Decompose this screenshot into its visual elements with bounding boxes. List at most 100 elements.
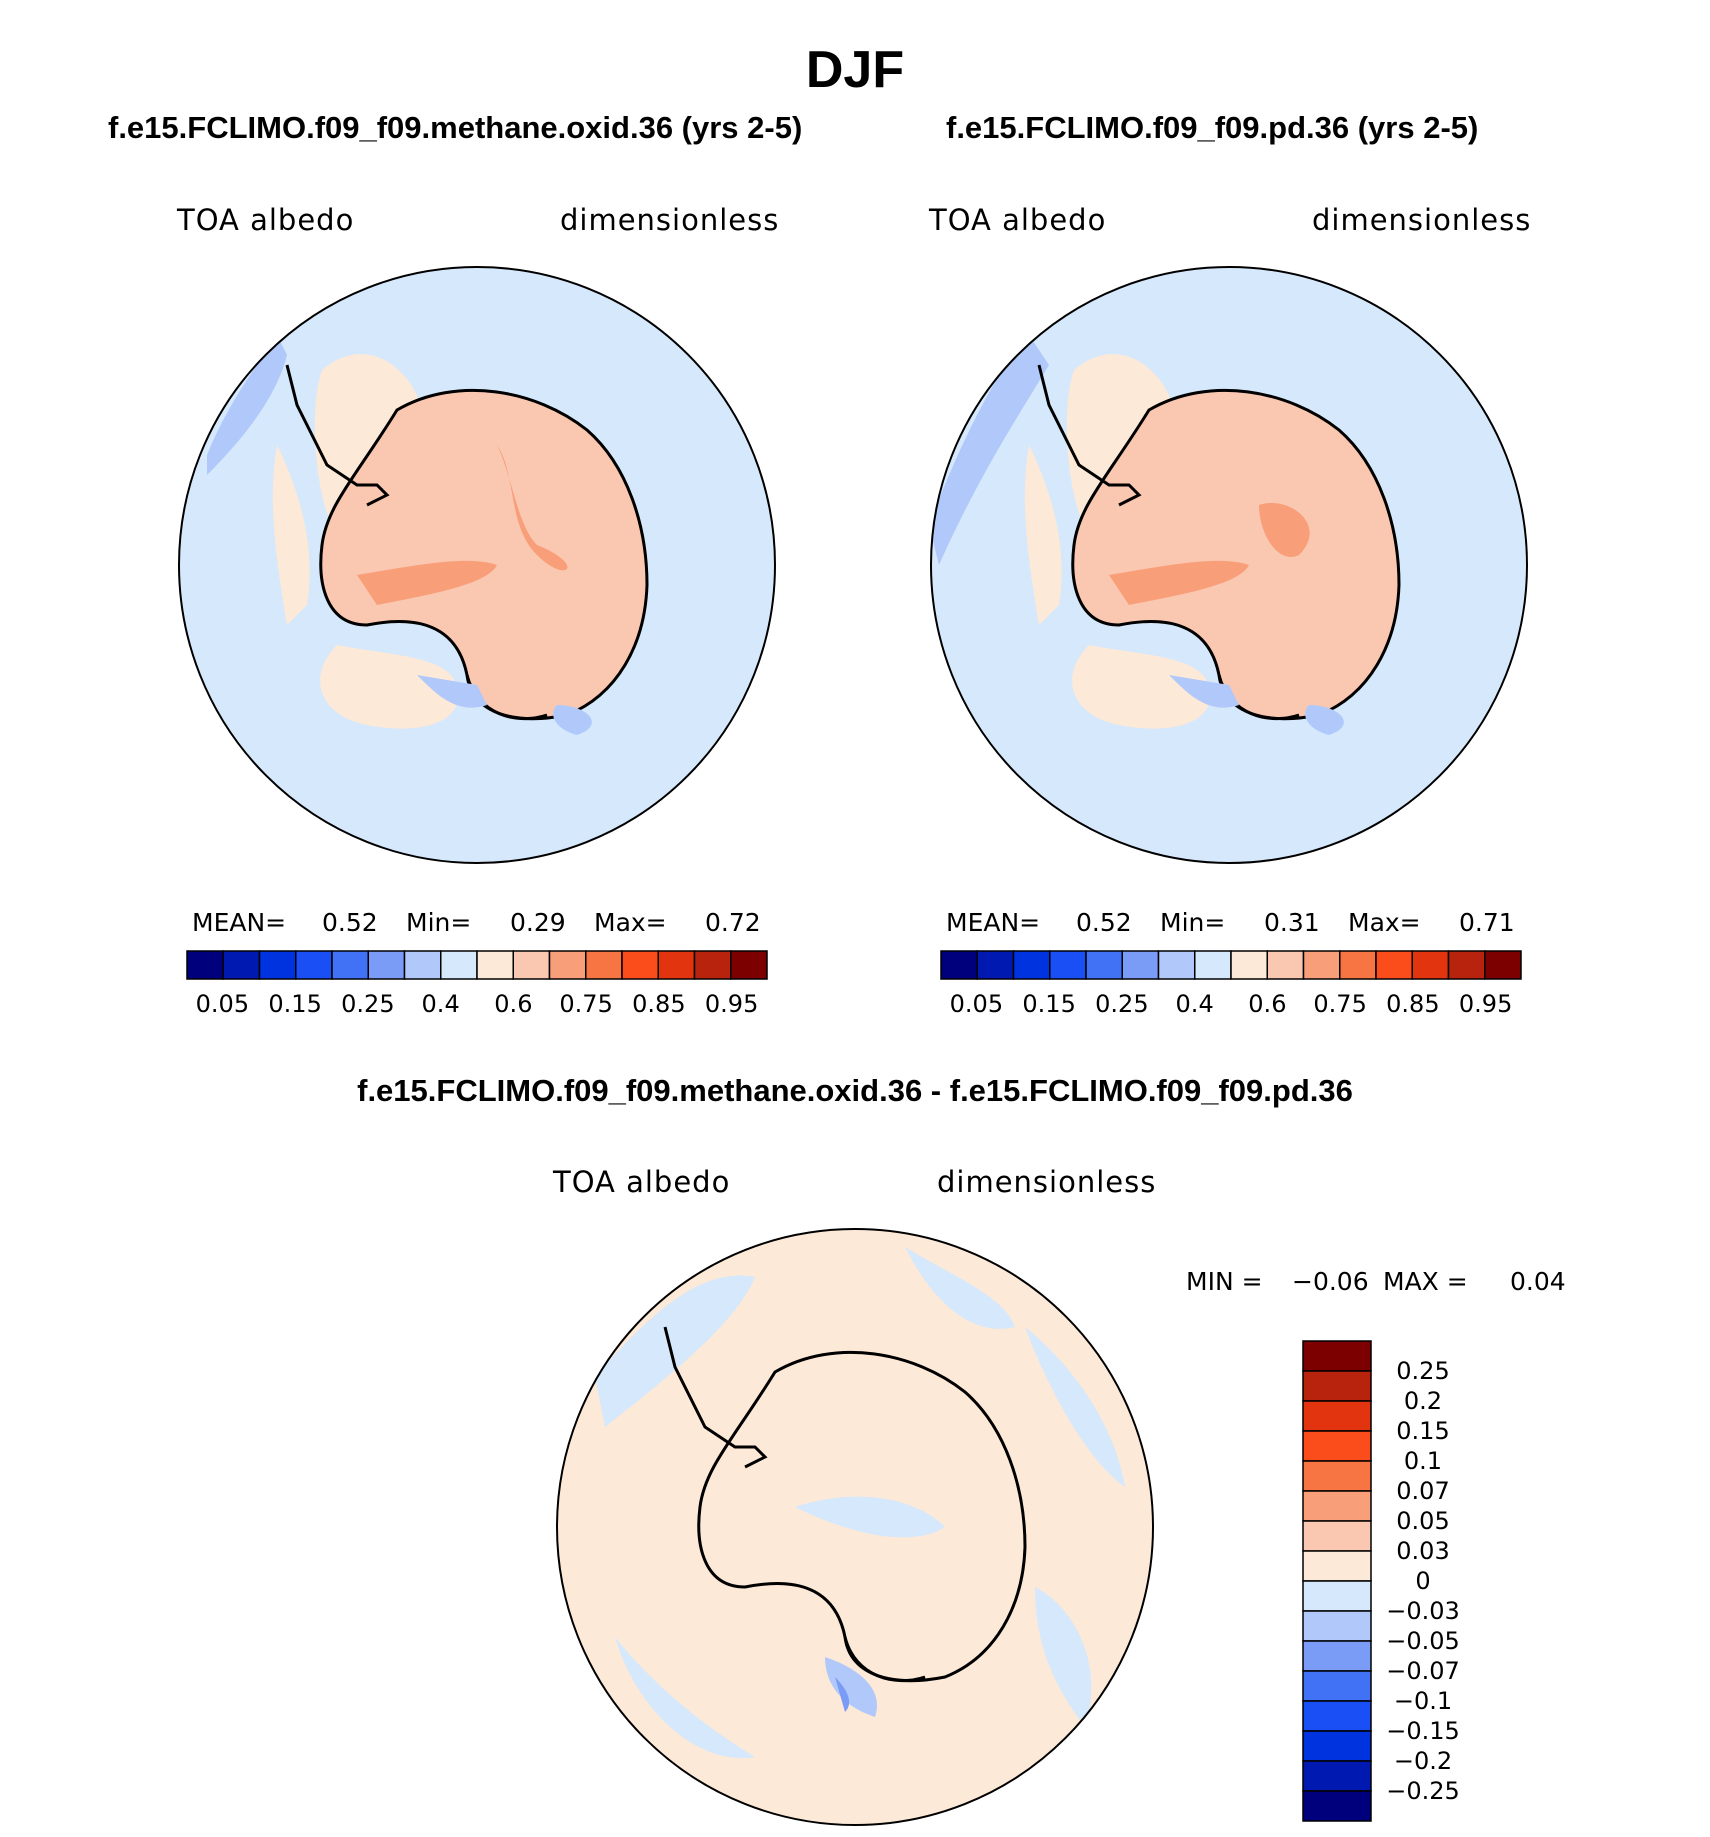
colorbar-swatch	[657, 950, 696, 980]
sea-ice-region	[314, 354, 421, 535]
negative-difference-patch	[795, 1496, 945, 1538]
right-mean-label: MEAN=	[946, 908, 1041, 937]
colorbar-tick-label: 0.4	[421, 990, 460, 1018]
negative-difference-patch	[835, 1677, 850, 1712]
sea-ice-region	[272, 445, 310, 625]
colorbar-swatch	[621, 950, 659, 980]
negative-difference-patch	[615, 1637, 755, 1759]
colorbar-tick-label: 0.85	[1386, 990, 1440, 1018]
colorbar-tick-label: 0.95	[1458, 990, 1513, 1018]
right-colorbar-ticks: 0.05 0.15 0.25 0.4 0.6 0.75 0.85 0.95	[940, 990, 1522, 1020]
colorbar-swatch	[295, 950, 333, 980]
left-max-value: 0.72	[705, 908, 761, 937]
colorbar-swatch	[1302, 1490, 1372, 1522]
negative-difference-patch	[595, 1275, 755, 1427]
colorbar-swatch	[1157, 950, 1196, 980]
right-max-label: Max=	[1348, 908, 1421, 937]
figure-title: DJF	[805, 41, 905, 99]
colorbar-swatch	[1085, 950, 1123, 980]
diff-max-value: 0.04	[1510, 1267, 1566, 1296]
colorbar-swatch	[1484, 950, 1522, 980]
colorbar-tick-label: −0.15	[1386, 1717, 1460, 1745]
diff-colorbar-ticks: 0.25 0.2 0.15 0.1 0.07 0.05 0.03 0 −0.03 −0.05 −0.…	[1380, 1340, 1500, 1822]
colorbar-swatch	[1194, 950, 1232, 980]
left-colorbar	[186, 950, 768, 980]
high-albedo-patch	[497, 445, 568, 571]
antarctic-peninsula	[285, 364, 390, 507]
low-albedo-patch	[417, 675, 487, 708]
colorbar-tick-label: −0.2	[1393, 1747, 1453, 1775]
colorbar-swatch	[331, 950, 369, 980]
left-colorbar-ticks: 0.05 0.15 0.25 0.4 0.6 0.75 0.85 0.95	[186, 990, 768, 1020]
colorbar-tick-label: 0.07	[1396, 1477, 1450, 1505]
left-max-label: Max=	[594, 908, 667, 937]
colorbar-swatch	[693, 950, 732, 980]
colorbar-swatch	[1302, 1430, 1372, 1462]
sea-ice-region	[1066, 354, 1173, 535]
colorbar-swatch	[1302, 1700, 1372, 1732]
colorbar-swatch	[1266, 950, 1305, 980]
left-variable-label: TOA albedo	[177, 203, 355, 237]
right-max-value: 0.71	[1459, 908, 1515, 937]
right-min-label: Min=	[1160, 908, 1226, 937]
left-min-label: Min=	[406, 908, 472, 937]
diff-min-value: −0.06	[1292, 1267, 1369, 1296]
right-min-value: 0.31	[1264, 908, 1320, 937]
colorbar-swatch	[1375, 950, 1413, 980]
antarctic-peninsula	[663, 1326, 768, 1469]
colorbar-swatch	[1302, 1580, 1372, 1612]
colorbar-swatch	[730, 950, 768, 980]
colorbar-tick-label: 0.15	[1022, 990, 1076, 1018]
colorbar-tick-label: 0.1	[1403, 1447, 1443, 1475]
diff-min-label: MIN =	[1186, 1267, 1263, 1296]
right-variable-label: TOA albedo	[929, 203, 1107, 237]
colorbar-tick-label: −0.03	[1386, 1597, 1460, 1625]
colorbar-swatch	[1302, 1550, 1372, 1582]
colorbar-swatch	[1302, 1340, 1372, 1372]
colorbar-tick-label: 0.6	[494, 990, 533, 1018]
colorbar-swatch	[976, 950, 1015, 980]
negative-difference-patch	[1025, 1327, 1125, 1487]
colorbar-tick-label: −0.07	[1386, 1657, 1460, 1685]
colorbar-tick-label: 0.05	[195, 990, 250, 1018]
colorbar-tick-label: 0	[1415, 1567, 1431, 1595]
colorbar-tick-label: 0.95	[704, 990, 759, 1018]
colorbar-swatch	[1339, 950, 1377, 980]
colorbar-swatch	[1447, 950, 1486, 980]
colorbar-swatch	[585, 950, 623, 980]
colorbar-swatch	[367, 950, 406, 980]
right-polar-map	[930, 266, 1528, 864]
colorbar-tick-label: 0.25	[1396, 1357, 1450, 1385]
colorbar-swatch	[1302, 1730, 1372, 1762]
colorbar-swatch	[548, 950, 587, 980]
colorbar-swatch	[512, 950, 551, 980]
colorbar-tick-label: −0.05	[1386, 1627, 1460, 1655]
colorbar-swatch	[940, 950, 978, 980]
right-units-label: dimensionless	[1312, 203, 1532, 237]
diff-polar-map	[556, 1228, 1154, 1826]
colorbar-swatch	[1302, 1670, 1372, 1702]
sea-ice-region	[1024, 445, 1062, 625]
high-albedo-patch	[1259, 503, 1310, 557]
colorbar-swatch	[1411, 950, 1450, 980]
antarctic-peninsula	[1037, 364, 1142, 507]
ross-coastline	[843, 1636, 926, 1683]
colorbar-tick-label: 0.85	[632, 990, 686, 1018]
colorbar-swatch	[403, 950, 442, 980]
colorbar-tick-label: −0.25	[1386, 1777, 1460, 1805]
colorbar-tick-label: 0.03	[1396, 1537, 1450, 1565]
colorbar-swatch	[1302, 1400, 1372, 1432]
left-mean-value: 0.52	[322, 908, 378, 937]
left-min-value: 0.29	[510, 908, 566, 937]
colorbar-swatch	[1302, 1370, 1372, 1402]
colorbar-swatch	[1049, 950, 1087, 980]
map-boundary	[556, 1228, 1154, 1826]
colorbar-tick-label: 0.05	[1396, 1507, 1450, 1535]
left-polar-map	[178, 266, 776, 864]
low-albedo-patch	[1305, 705, 1344, 735]
sea-ice-region	[1072, 645, 1211, 729]
colorbar-swatch	[258, 950, 297, 980]
colorbar-tick-label: 0.05	[949, 990, 1004, 1018]
left-mean-label: MEAN=	[192, 908, 287, 937]
colorbar-swatch	[1302, 1760, 1372, 1792]
